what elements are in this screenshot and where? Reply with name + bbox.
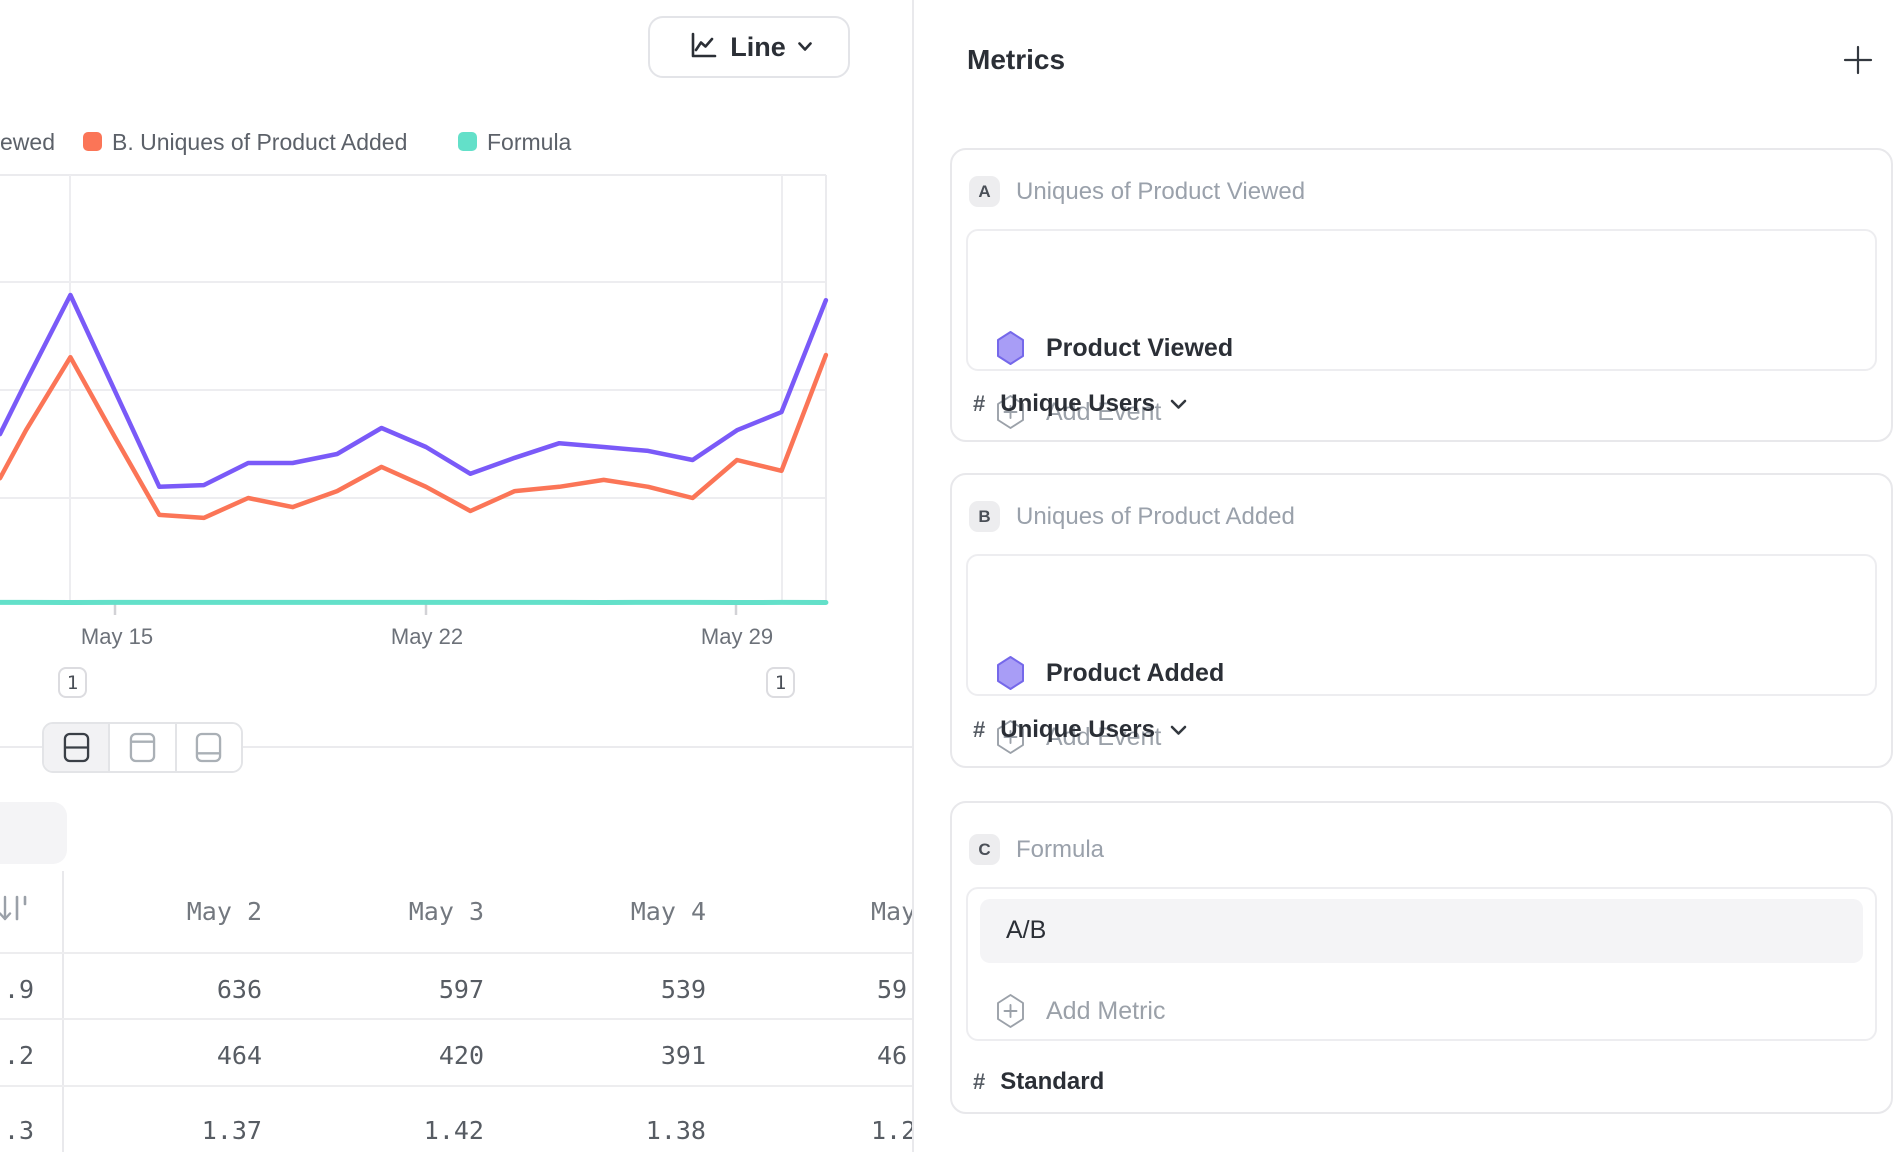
- add-event-label: Add Event: [1046, 397, 1162, 426]
- metrics-panel-title: Metrics: [967, 44, 1066, 75]
- table-col-header-clipped[interactable]: May: [871, 897, 917, 926]
- section-divider: [0, 746, 912, 748]
- annotation-badge[interactable]: 1: [766, 667, 795, 698]
- panel-bottom-icon: [196, 732, 222, 763]
- table-cell: 597: [438, 975, 484, 1004]
- add-event-hexagon-plus-icon: [997, 720, 1024, 754]
- formula-input[interactable]: A/B: [980, 899, 1863, 963]
- table-row-divider: [0, 1018, 912, 1020]
- event-list: Product Added Add Event: [966, 554, 1877, 754]
- series-line-b: [0, 352, 829, 521]
- measure-selector[interactable]: # Unique Users: [973, 390, 1187, 418]
- annotation-badge[interactable]: 1: [58, 667, 87, 698]
- add-event-row[interactable]: Add Event: [995, 719, 1161, 755]
- measure-selector[interactable]: # Standard: [973, 1068, 1104, 1096]
- event-row[interactable]: Product Added: [995, 655, 1224, 691]
- add-event-row[interactable]: Add Event: [995, 394, 1161, 430]
- table-col-header[interactable]: May 2: [186, 897, 262, 926]
- x-axis-label: May 15: [80, 624, 154, 649]
- line-chart: [0, 174, 829, 615]
- x-axis-label: May 29: [700, 624, 774, 649]
- table-row-fragment: .3: [4, 1116, 35, 1145]
- layout-option-split-horizontal[interactable]: [44, 724, 109, 771]
- table-cell: 391: [660, 1041, 706, 1070]
- legend-swatch-formula: [458, 132, 477, 151]
- table-cell-clipped: 59: [877, 975, 908, 1004]
- hash-icon: #: [973, 717, 986, 742]
- add-metric-row[interactable]: Add Metric: [995, 993, 1165, 1029]
- line-chart-icon: [691, 32, 717, 58]
- legend-item-a-truncated[interactable]: ewed: [0, 129, 55, 155]
- table-column-divider: [62, 871, 64, 1152]
- layout-option-panel-bottom[interactable]: [174, 724, 241, 771]
- table-cell: 464: [216, 1041, 262, 1070]
- metric-card-a: A Uniques of Product Viewed Product View…: [950, 148, 1893, 442]
- table-cell: 539: [660, 975, 706, 1004]
- table-cell: 1.38: [645, 1116, 706, 1145]
- metric-card-c: C Formula A/B Add Metric # Standard: [950, 801, 1893, 1114]
- add-event-label: Add Event: [1046, 722, 1162, 751]
- add-metric-label: Add Metric: [1046, 996, 1166, 1025]
- sort-descending-icon[interactable]: [0, 893, 28, 925]
- legend-item-formula[interactable]: Formula: [487, 129, 572, 155]
- table-row-fragment: .9: [4, 975, 35, 1004]
- event-name: Product Viewed: [1046, 333, 1234, 362]
- metric-badge: C: [969, 834, 1000, 865]
- chart-type-label: Line: [730, 31, 786, 62]
- legend-item-b[interactable]: B. Uniques of Product Added: [112, 129, 408, 155]
- chevron-down-icon: [1170, 725, 1187, 735]
- split-horizontal-icon: [63, 732, 89, 763]
- table-row-fragment: .2: [4, 1041, 35, 1070]
- measure-label: Unique Users: [1000, 390, 1155, 417]
- table-col-header[interactable]: May 3: [408, 897, 484, 926]
- x-axis-label: May 22: [390, 624, 464, 649]
- add-event-hexagon-plus-icon: [997, 395, 1024, 429]
- event-hexagon-icon: [997, 331, 1024, 365]
- metrics-panel: Metrics A Uniques of Product Viewed Prod…: [912, 0, 1898, 1152]
- metric-title[interactable]: Uniques of Product Viewed: [1016, 178, 1306, 205]
- table-cell: 636: [216, 975, 262, 1004]
- series-line-a: [0, 292, 829, 490]
- add-metric-plus-icon[interactable]: [1842, 44, 1874, 76]
- event-name: Product Added: [1046, 658, 1225, 687]
- table-cell: 1.42: [423, 1116, 484, 1145]
- table-cell: 420: [438, 1041, 484, 1070]
- measure-label: Standard: [1000, 1068, 1105, 1095]
- add-metric-hexagon-plus-icon: [997, 994, 1024, 1028]
- metric-badge: A: [969, 176, 1000, 207]
- metric-card-b: B Uniques of Product Added Product Added…: [950, 473, 1893, 768]
- event-row[interactable]: Product Viewed: [995, 330, 1233, 366]
- measure-selector[interactable]: # Unique Users: [973, 716, 1187, 744]
- layout-option-panel-top[interactable]: [108, 724, 175, 771]
- hash-icon: #: [973, 1069, 986, 1094]
- table-row-divider: [0, 952, 912, 954]
- panel-top-icon: [129, 732, 156, 763]
- chevron-down-icon: [797, 42, 812, 51]
- table-row-divider: [0, 1085, 912, 1087]
- table-col-header[interactable]: May 4: [630, 897, 706, 926]
- chevron-down-icon: [1170, 399, 1187, 409]
- metric-title[interactable]: Uniques of Product Added: [1016, 503, 1295, 530]
- legend-swatch-b: [83, 132, 102, 151]
- chart-type-button[interactable]: Line: [648, 16, 850, 78]
- metric-title[interactable]: Formula: [1016, 836, 1105, 863]
- table-corner-fragment: [0, 802, 67, 864]
- table-cell-clipped: 46: [877, 1041, 908, 1070]
- event-hexagon-icon: [997, 656, 1024, 690]
- table-cell: 1.37: [201, 1116, 262, 1145]
- formula-block: A/B Add Metric: [966, 887, 1877, 1041]
- formula-expression: A/B: [1006, 916, 1047, 944]
- measure-label: Unique Users: [1000, 716, 1155, 743]
- table-cell-clipped: 1.2: [871, 1116, 917, 1145]
- event-list: Product Viewed Add Event: [966, 229, 1877, 429]
- layout-toggle-group: [42, 722, 243, 773]
- metric-badge: B: [969, 501, 1000, 532]
- hash-icon: #: [973, 391, 986, 416]
